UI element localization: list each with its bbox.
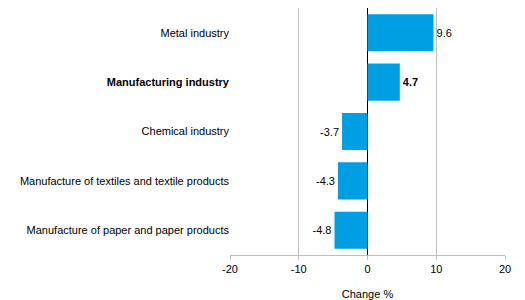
svg-text:20: 20 <box>499 263 511 275</box>
svg-text:-4.8: -4.8 <box>313 224 332 236</box>
svg-text:Manufacture of paper and paper: Manufacture of paper and paper products <box>27 224 230 236</box>
svg-text:-10: -10 <box>291 263 307 275</box>
svg-text:10: 10 <box>430 263 442 275</box>
svg-text:-20: -20 <box>222 263 238 275</box>
svg-text:Manufacturing industry: Manufacturing industry <box>107 76 230 88</box>
svg-text:0: 0 <box>364 263 370 275</box>
svg-text:4.7: 4.7 <box>403 76 418 88</box>
svg-text:Metal industry: Metal industry <box>161 27 230 39</box>
svg-text:Chemical industry: Chemical industry <box>142 125 230 137</box>
svg-text:-4.3: -4.3 <box>316 175 335 187</box>
svg-text:9.6: 9.6 <box>437 27 452 39</box>
svg-text:Change %: Change % <box>342 288 394 300</box>
svg-text:-3.7: -3.7 <box>320 126 339 138</box>
svg-text:Manufacture of textiles and te: Manufacture of textiles and textile prod… <box>20 175 230 187</box>
